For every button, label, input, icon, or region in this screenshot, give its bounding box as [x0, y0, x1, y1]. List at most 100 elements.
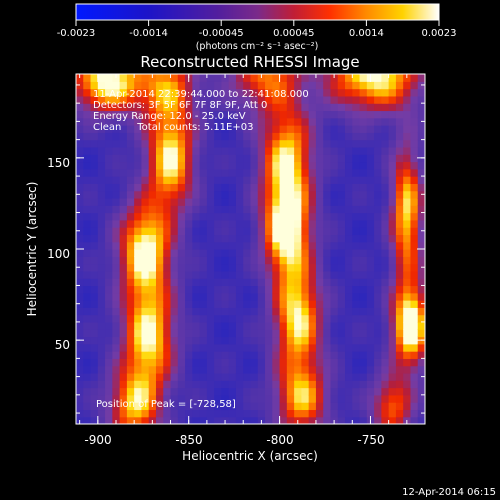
heatmap-cell — [119, 74, 128, 82]
heatmap-cell — [294, 394, 302, 403]
heatmap-cell — [323, 176, 332, 184]
heatmap-cell — [112, 292, 121, 301]
heatmap-cell — [221, 117, 230, 126]
heatmap-cell — [192, 372, 201, 381]
colorbar-ticks — [75, 20, 440, 26]
heatmap-cell — [126, 372, 135, 381]
heatmap-cell — [381, 300, 390, 308]
heatmap-cell — [403, 183, 412, 192]
heatmap-cell — [214, 234, 223, 243]
heatmap-cell — [250, 190, 259, 199]
heatmap-cell — [97, 125, 106, 133]
heatmap-cell — [97, 416, 106, 424]
heatmap-cell — [141, 300, 150, 308]
heatmap-cell — [352, 176, 361, 184]
heatmap-cell — [163, 227, 172, 236]
heatmap-cell — [352, 197, 361, 206]
heatmap-cell — [243, 81, 252, 90]
heatmap-cell — [90, 365, 99, 374]
heatmap-cell — [265, 176, 273, 184]
heatmap-cell — [381, 365, 390, 374]
heatmap-cell — [170, 380, 179, 389]
heatmap-cell — [337, 336, 346, 345]
heatmap-cell — [359, 372, 368, 381]
heatmap-cell — [83, 336, 92, 345]
heatmap-cell — [323, 132, 332, 141]
heatmap-cell — [395, 154, 404, 163]
heatmap-cell — [134, 117, 143, 126]
heatmap-cell — [410, 351, 419, 359]
heatmap-cell — [214, 256, 223, 265]
heatmap-cell — [206, 416, 215, 424]
heatmap-cell — [126, 154, 135, 163]
heatmap-cell — [279, 139, 288, 148]
heatmap-cell — [403, 351, 412, 359]
heatmap-cell — [126, 387, 135, 396]
heatmap-cell — [206, 81, 215, 90]
heatmap-cell — [235, 74, 244, 82]
heatmap-cell — [199, 351, 208, 359]
heatmap-cell — [417, 307, 425, 316]
heatmap-cell — [265, 321, 273, 330]
heatmap-cell — [192, 285, 201, 294]
heatmap-cell — [395, 132, 404, 141]
heatmap-cell — [265, 380, 273, 389]
heatmap-cell — [119, 190, 128, 199]
heatmap-cell — [374, 336, 382, 345]
heatmap-cell — [97, 292, 106, 301]
heatmap-cell — [97, 380, 106, 389]
heatmap-cell — [112, 205, 121, 214]
heatmap-cell — [134, 161, 143, 170]
heatmap-cell — [388, 81, 397, 90]
heatmap-cell — [374, 161, 382, 170]
heatmap-cell — [395, 263, 404, 272]
heatmap-cell — [206, 139, 215, 148]
heatmap-cell — [97, 103, 106, 112]
heatmap-cell — [148, 176, 157, 184]
heatmap-cell — [155, 212, 164, 221]
heatmap-cell — [359, 234, 368, 243]
heatmap-cell — [228, 329, 237, 338]
heatmap-cell — [308, 190, 317, 199]
heatmap-cell — [185, 168, 193, 177]
heatmap-cell — [250, 351, 259, 359]
heatmap-cell — [134, 300, 143, 308]
heatmap-cell — [272, 372, 281, 381]
colorbar-tick-3: 0.00045 — [273, 28, 314, 39]
heatmap-cell — [163, 117, 172, 126]
heatmap-cell — [119, 176, 128, 184]
heatmap-cell — [206, 117, 215, 126]
heatmap-cell — [97, 270, 106, 279]
heatmap-cell — [250, 205, 259, 214]
heatmap-cell — [395, 394, 404, 403]
heatmap-cell — [272, 365, 281, 374]
heatmap-cell — [119, 110, 128, 119]
heatmap-cell — [126, 380, 135, 389]
heatmap-cell — [228, 212, 237, 221]
heatmap-cell — [228, 117, 237, 126]
heatmap-cell — [170, 300, 179, 308]
heatmap-cell — [148, 343, 157, 352]
heatmap-cell — [228, 146, 237, 155]
heatmap-cell — [315, 409, 324, 418]
heatmap-cell — [323, 256, 332, 265]
heatmap-cell — [403, 212, 412, 221]
heatmap-cell — [170, 125, 179, 133]
heatmap-cell — [381, 321, 390, 330]
heatmap-cell — [410, 117, 419, 126]
heatmap-cell — [155, 387, 164, 396]
heatmap-cell — [214, 278, 223, 287]
heatmap-cell — [366, 321, 375, 330]
heatmap-cell — [381, 402, 390, 411]
heatmap-cell — [126, 81, 135, 90]
heatmap-cell — [330, 402, 339, 411]
heatmap-cell — [330, 132, 339, 141]
heatmap-cell — [272, 110, 281, 119]
heatmap-cell — [410, 241, 419, 250]
heatmap-cell — [286, 365, 295, 374]
heatmap-cell — [97, 212, 106, 221]
heatmap-cell — [214, 183, 223, 192]
heatmap-cell — [352, 190, 361, 199]
heatmap-cell — [250, 219, 259, 228]
heatmap-cell — [279, 314, 288, 323]
